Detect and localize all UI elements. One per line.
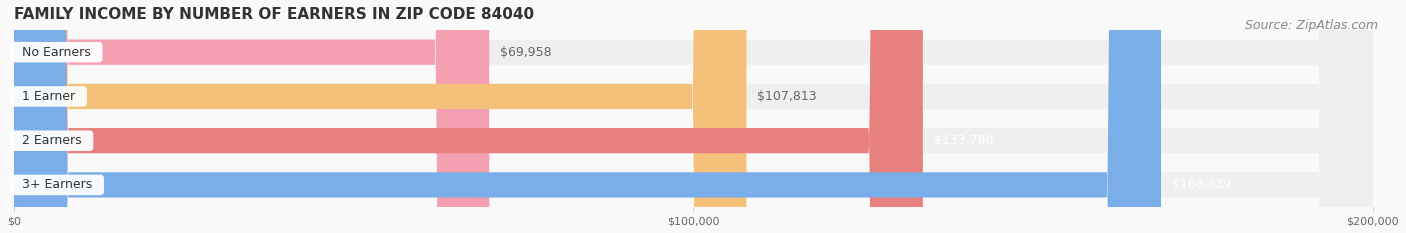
Text: $168,839: $168,839 [1173, 178, 1232, 191]
Text: 1 Earner: 1 Earner [14, 90, 83, 103]
Text: No Earners: No Earners [14, 46, 98, 59]
Text: $69,958: $69,958 [501, 46, 551, 59]
FancyBboxPatch shape [14, 0, 1372, 233]
Text: Source: ZipAtlas.com: Source: ZipAtlas.com [1244, 19, 1378, 32]
FancyBboxPatch shape [14, 0, 1372, 233]
FancyBboxPatch shape [14, 0, 922, 233]
FancyBboxPatch shape [14, 0, 489, 233]
FancyBboxPatch shape [14, 0, 1372, 233]
FancyBboxPatch shape [14, 0, 747, 233]
FancyBboxPatch shape [14, 0, 1372, 233]
Text: 3+ Earners: 3+ Earners [14, 178, 100, 191]
FancyBboxPatch shape [14, 0, 1161, 233]
Text: $107,813: $107,813 [758, 90, 817, 103]
Text: $133,780: $133,780 [934, 134, 994, 147]
Text: 2 Earners: 2 Earners [14, 134, 90, 147]
Text: FAMILY INCOME BY NUMBER OF EARNERS IN ZIP CODE 84040: FAMILY INCOME BY NUMBER OF EARNERS IN ZI… [14, 7, 534, 22]
